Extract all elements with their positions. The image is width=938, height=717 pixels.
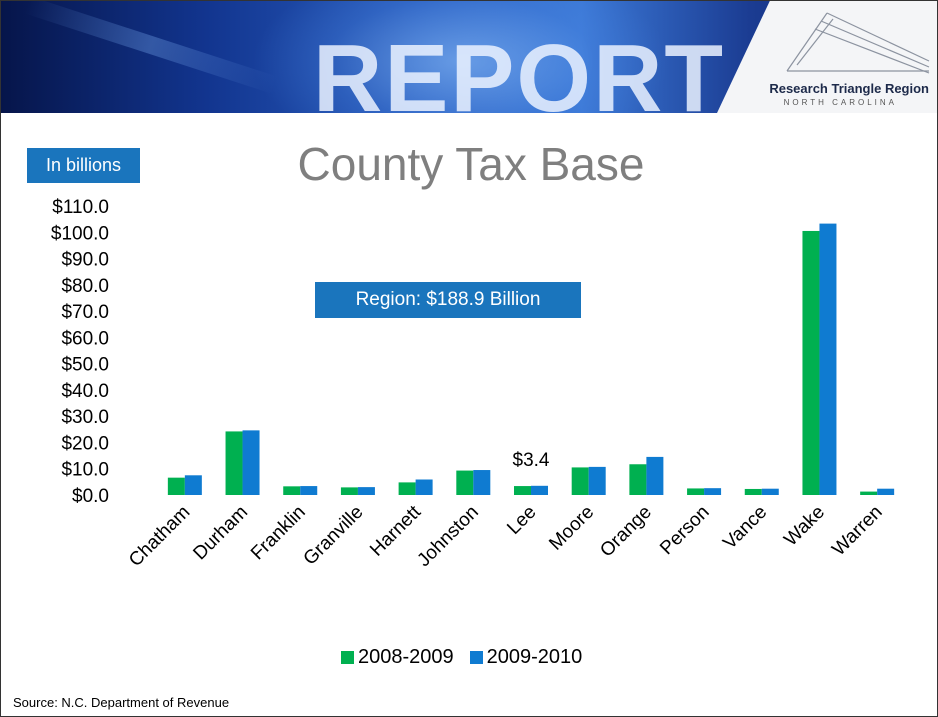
bar-series-2 (704, 488, 722, 495)
bar-series-2 (646, 456, 664, 495)
y-tick-label: $100.0 (51, 223, 109, 244)
chart-title: County Tax Base (297, 138, 645, 190)
logo-name: Research Triangle Region (769, 81, 929, 96)
chart-legend: 2008-2009 2009-2010 (341, 646, 582, 669)
data-label-annotation: $3.4 (513, 450, 550, 471)
y-tick-label: $50.0 (61, 355, 109, 376)
bar-series-1 (860, 491, 878, 495)
legend-entry-series-1: 2008-2009 (341, 646, 454, 669)
bar-series-1 (687, 488, 705, 495)
bar-series-1 (225, 431, 243, 495)
y-tick-label: $20.0 (61, 433, 109, 454)
bar-series-2 (184, 475, 202, 495)
x-tick-label: Vance (719, 502, 771, 554)
y-tick-label: $60.0 (61, 328, 109, 349)
region-total-label: Region: $188.9 Billion (315, 282, 581, 318)
bar-series-1 (802, 230, 820, 495)
bar-series-1 (629, 464, 647, 495)
x-tick-label: Person (656, 502, 713, 559)
y-tick-label: $80.0 (61, 276, 109, 297)
legend-swatch-series-1 (341, 651, 354, 664)
bar-series-1 (340, 487, 358, 495)
bar-series-1 (398, 482, 416, 495)
bar-series-1 (514, 486, 531, 495)
y-tick-label: $10.0 (61, 460, 109, 481)
x-tick-label: Lee (503, 502, 540, 539)
bar-series-2 (761, 488, 779, 495)
logo-triangle-icon (786, 12, 930, 74)
x-tick-label: Wake (780, 502, 829, 551)
y-tick-label: $0.0 (72, 486, 109, 507)
bar-series-1 (283, 486, 301, 495)
x-tick-label: Moore (545, 502, 598, 555)
bar-series-2 (242, 430, 260, 495)
banner-word: REPORT (313, 25, 726, 114)
bar-series-2 (819, 223, 837, 495)
bar-series-2 (357, 487, 375, 495)
x-tick-label: Orange (596, 502, 656, 562)
bar-series-1 (571, 467, 589, 495)
bar-series-2 (531, 485, 548, 495)
bar-series-2 (473, 470, 491, 495)
x-tick-label: Durham (189, 502, 252, 565)
units-badge: In billions (27, 148, 140, 183)
x-tick-label: Chatham (125, 502, 194, 571)
y-tick-label: $40.0 (61, 381, 109, 402)
report-banner: REPORT Research Triangle Region NORTH CA… (1, 1, 937, 113)
banner-glow (251, 1, 671, 113)
legend-label-series-2: 2009-2010 (486, 646, 583, 668)
x-tick-label: Johnston (413, 502, 482, 571)
bar-series-2 (300, 486, 318, 495)
y-tick-label: $70.0 (61, 302, 109, 323)
legend-entry-series-2: 2009-2010 (469, 646, 583, 669)
bar-series-2 (588, 466, 606, 495)
bar-series-1 (744, 488, 762, 495)
x-tick-label: Warren (828, 502, 886, 560)
bar-series-1 (456, 470, 474, 495)
x-tick-label: Granville (300, 502, 368, 570)
bar-chart: $0.0 $10.0 $20.0 $30.0 $40.0 $50.0 $60.0 $70.0 $… (51, 197, 895, 571)
logo-subtitle: NORTH CAROLINA (783, 98, 897, 107)
y-tick-label: $90.0 (61, 250, 109, 271)
bar-series-1 (167, 477, 185, 495)
legend-label-series-1: 2008-2009 (358, 646, 454, 668)
bar-series-2 (877, 488, 895, 495)
y-tick-label: $110.0 (52, 197, 109, 218)
legend-swatch-series-2 (469, 651, 483, 664)
bar-series-2 (415, 479, 433, 495)
source-note: Source: N.C. Department of Revenue (13, 695, 230, 710)
y-tick-label: $30.0 (61, 407, 109, 428)
